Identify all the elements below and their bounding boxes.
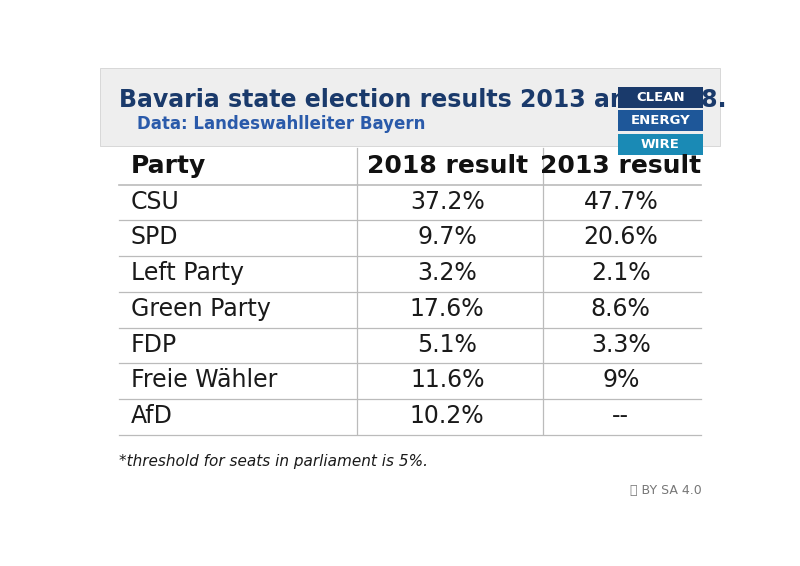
Text: Green Party: Green Party <box>131 297 271 321</box>
Text: ⓒ BY SA 4.0: ⓒ BY SA 4.0 <box>630 484 702 497</box>
Text: 3.3%: 3.3% <box>591 333 650 357</box>
FancyBboxPatch shape <box>618 134 703 155</box>
Text: *threshold for seats in parliament is 5%.: *threshold for seats in parliament is 5%… <box>118 454 428 469</box>
Text: 8.6%: 8.6% <box>591 297 650 321</box>
Text: Bavaria state election results 2013 and 2018.: Bavaria state election results 2013 and … <box>118 88 726 112</box>
Text: --: -- <box>612 404 630 428</box>
Text: ENERGY: ENERGY <box>630 114 690 127</box>
FancyBboxPatch shape <box>100 68 720 147</box>
Text: 2.1%: 2.1% <box>591 261 650 285</box>
Text: 3.2%: 3.2% <box>418 261 477 285</box>
Text: 17.6%: 17.6% <box>410 297 485 321</box>
Text: 9%: 9% <box>602 368 639 392</box>
Text: CSU: CSU <box>131 190 180 214</box>
Text: Left Party: Left Party <box>131 261 244 285</box>
Text: 5.1%: 5.1% <box>418 333 477 357</box>
Text: Freie Wähler: Freie Wähler <box>131 368 278 392</box>
FancyBboxPatch shape <box>618 110 703 131</box>
Text: SPD: SPD <box>131 225 178 250</box>
Text: CLEAN: CLEAN <box>636 91 685 104</box>
Text: Party: Party <box>131 154 206 178</box>
Text: 2013 result: 2013 result <box>540 154 702 178</box>
Text: 9.7%: 9.7% <box>418 225 477 250</box>
Text: 2018 result: 2018 result <box>366 154 528 178</box>
Text: 10.2%: 10.2% <box>410 404 485 428</box>
Text: FDP: FDP <box>131 333 177 357</box>
Text: 37.2%: 37.2% <box>410 190 485 214</box>
Text: 47.7%: 47.7% <box>583 190 658 214</box>
Text: 20.6%: 20.6% <box>583 225 658 250</box>
Text: 11.6%: 11.6% <box>410 368 485 392</box>
Text: AfD: AfD <box>131 404 173 428</box>
Text: WIRE: WIRE <box>641 138 680 151</box>
Text: Data: Landeswahlleiter Bayern: Data: Landeswahlleiter Bayern <box>138 114 426 132</box>
FancyBboxPatch shape <box>618 87 703 108</box>
